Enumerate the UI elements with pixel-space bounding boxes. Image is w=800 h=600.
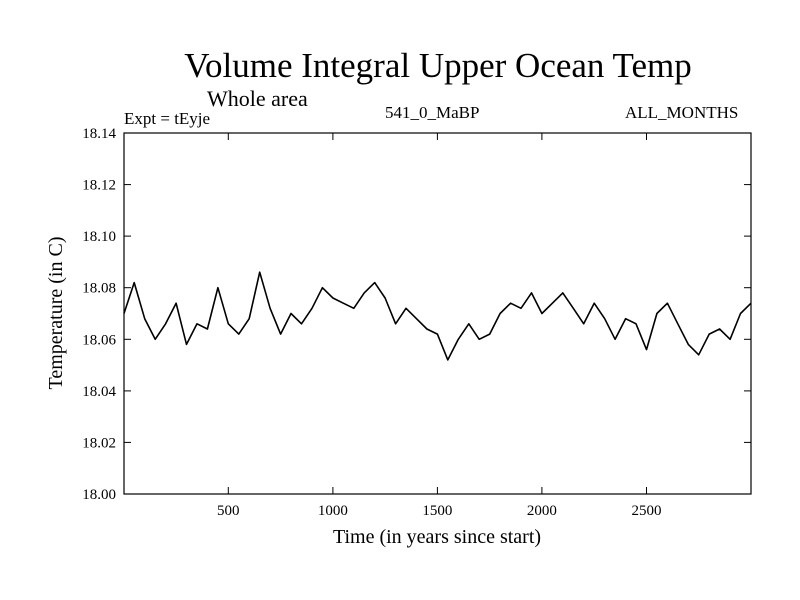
experiment-label: Expt = tEyje [124,109,211,128]
x-axis: 500 1000 1500 2000 2500 [217,133,662,519]
x-tick-label: 500 [217,503,240,519]
x-tick-label: 1500 [422,503,452,519]
y-tick-label: 18.10 [82,229,116,245]
x-tick-label: 2500 [632,503,662,519]
y-tick-label: 18.12 [82,178,116,194]
plot-area [123,271,752,361]
months-label: ALL_MONTHS [625,103,739,122]
chart-subtitle: Whole area [207,86,308,111]
y-tick-label: 18.14 [82,126,116,142]
y-tick-label: 18.04 [82,384,116,400]
y-tick-label: 18.06 [82,332,116,348]
period-label: 541_0_MaBP [385,103,480,122]
x-tick-label: 1000 [318,503,348,519]
y-tick-label: 18.08 [82,281,116,297]
y-axis: 18.00 18.02 18.04 18.06 18.08 18.10 18.12 18.14 [82,126,751,503]
y-axis-label: Temperature (in C) [45,237,67,390]
chart-title: Volume Integral Upper Ocean Temp [184,46,692,85]
y-tick-label: 18.02 [82,435,116,451]
y-tick-label: 18.00 [82,487,116,503]
x-tick-label: 2000 [527,503,557,519]
x-axis-label: Time (in years since start) [333,526,541,548]
series-line-0 [123,271,752,361]
